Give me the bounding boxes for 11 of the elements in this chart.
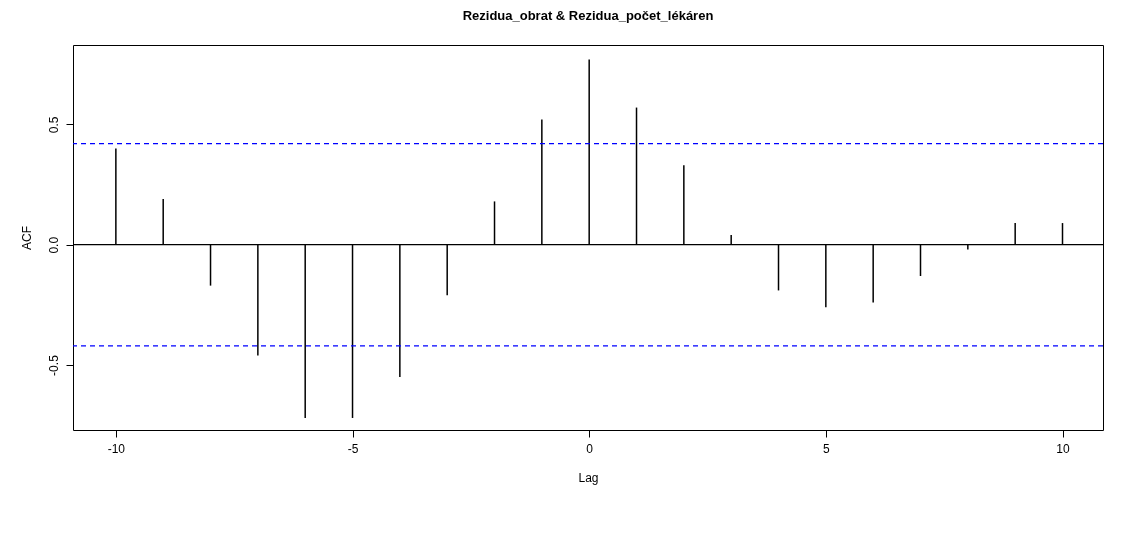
y-tick-label: 0.5	[46, 116, 61, 134]
x-tick-label: -10	[107, 441, 126, 456]
y-tick-label: -0.5	[46, 354, 61, 376]
chart-title: Rezidua_obrat & Rezidua_počet_lékáren	[462, 8, 714, 23]
x-tick-label: 10	[1056, 441, 1070, 456]
x-axis-title: Lag	[578, 470, 599, 485]
x-tick-label: 5	[823, 441, 830, 456]
x-tick-label: 0	[586, 441, 594, 456]
x-tick-label: -5	[347, 441, 359, 456]
y-tick-label: 0.0	[46, 236, 61, 254]
y-axis-title: ACF	[19, 226, 34, 250]
